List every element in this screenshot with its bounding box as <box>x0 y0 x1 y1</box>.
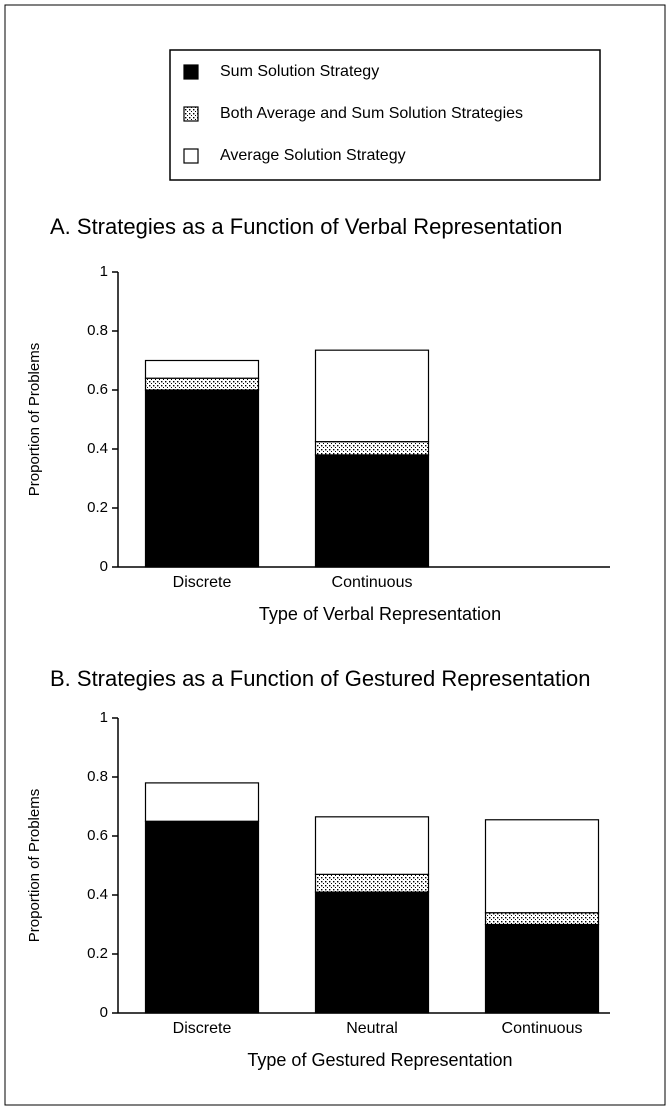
bar-segment <box>314 454 430 568</box>
y-tick-label: 0.4 <box>87 440 108 457</box>
chart-title: A. Strategies as a Function of Verbal Re… <box>50 214 562 239</box>
x-tick-label: Continuous <box>502 1020 583 1037</box>
x-axis-label: Type of Verbal Representation <box>259 604 501 624</box>
bar-segment <box>314 873 430 893</box>
y-tick-label: 0.4 <box>87 886 108 903</box>
y-tick-label: 0 <box>100 1004 108 1021</box>
legend-label: Sum Solution Strategy <box>220 63 379 80</box>
y-tick-label: 0.2 <box>87 499 108 516</box>
bar-segment <box>484 923 600 1014</box>
chart-title: B. Strategies as a Function of Gestured … <box>50 666 591 691</box>
x-tick-label: Discrete <box>173 1020 232 1037</box>
x-axis-label: Type of Gestured Representation <box>247 1050 512 1070</box>
bar-segment <box>484 819 600 914</box>
legend-swatch <box>183 64 199 80</box>
bar-segment <box>314 349 430 443</box>
y-tick-label: 0.6 <box>87 381 108 398</box>
y-tick-label: 0.6 <box>87 827 108 844</box>
y-tick-label: 0.2 <box>87 945 108 962</box>
y-tick-label: 1 <box>100 263 108 280</box>
legend-swatch <box>183 106 199 122</box>
bar-segment <box>144 389 260 568</box>
y-tick-label: 0.8 <box>87 768 108 785</box>
y-tick-label: 1 <box>100 709 108 726</box>
legend-swatch <box>183 148 199 164</box>
frame <box>4 4 666 1106</box>
y-axis-label: Proportion of Problems <box>26 789 43 942</box>
x-tick-label: Neutral <box>346 1020 398 1037</box>
y-axis-label: Proportion of Problems <box>26 343 43 496</box>
bar-segment <box>484 912 600 926</box>
bar-segment <box>144 782 260 822</box>
x-tick-label: Discrete <box>173 574 232 591</box>
y-tick-label: 0.8 <box>87 322 108 339</box>
bar-segment <box>314 816 430 875</box>
bar-segment <box>314 891 430 1014</box>
bar-segment <box>144 377 260 391</box>
legend-label: Both Average and Sum Solution Strategies <box>220 105 523 122</box>
bar-segment <box>144 359 260 379</box>
x-tick-label: Continuous <box>332 574 413 591</box>
legend-box <box>169 49 601 181</box>
legend-label: Average Solution Strategy <box>220 147 406 164</box>
y-tick-label: 0 <box>100 558 108 575</box>
bar-segment <box>144 820 260 1014</box>
bar-segment <box>314 441 430 456</box>
